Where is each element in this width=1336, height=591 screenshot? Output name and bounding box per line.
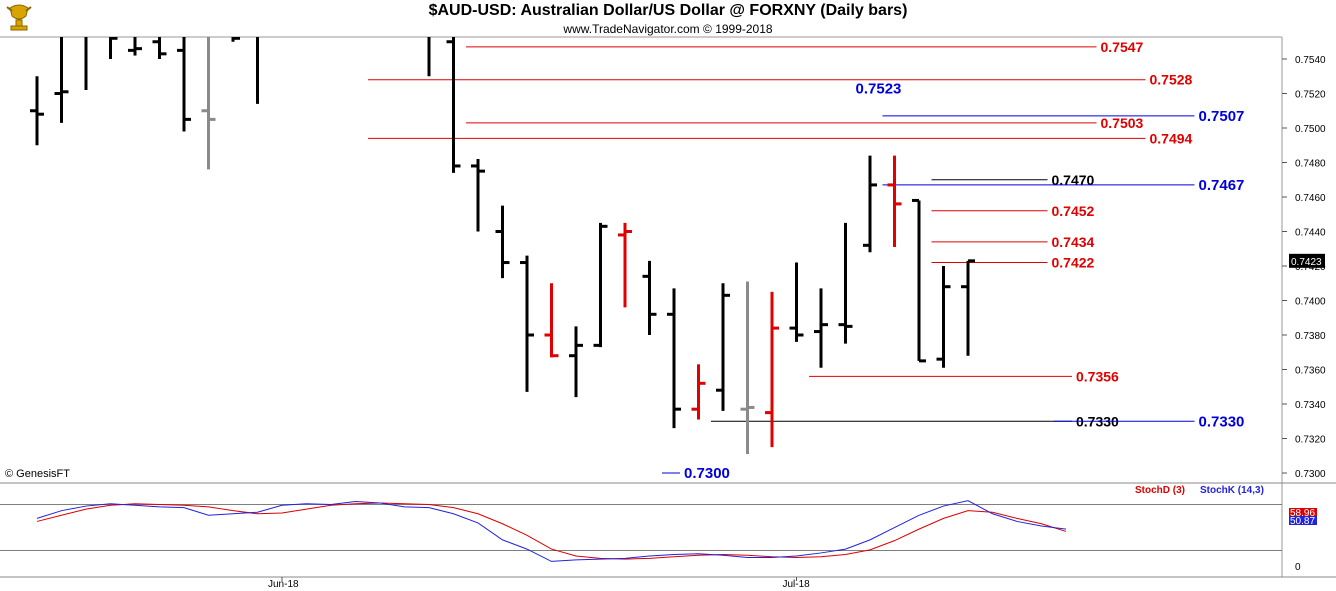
level-label: 0.7507: [1199, 108, 1245, 125]
credit-text: © GenesisFT: [5, 468, 70, 480]
last-price-box: [1289, 253, 1325, 268]
osc-last-value: 50.87: [1290, 516, 1315, 527]
bull-trophy-icon: [4, 2, 34, 32]
ohlc-bar: [863, 155, 877, 253]
level-label: 0.7300: [684, 465, 730, 482]
ohlc-bar: [789, 262, 804, 342]
ohlc-bar: [569, 326, 583, 398]
ohlc-bar: [152, 37, 167, 59]
ohlc-bar: [84, 37, 88, 91]
ohlc-bar: [936, 266, 951, 368]
level-label: 0.7356: [1076, 368, 1119, 384]
level-label: 0.7470: [1052, 172, 1095, 188]
ohlc-bar: [544, 283, 559, 358]
chart-title: $AUD-USD: Australian Dollar/US Dollar @ …: [428, 2, 908, 19]
chart-subtitle: www.TradeNavigator.com © 1999-2018: [563, 22, 773, 36]
ohlc-bar: [740, 281, 755, 455]
price-tick-label: 0.7360: [1295, 366, 1326, 377]
ohlc-bar: [691, 364, 706, 420]
level-label: 0.7467: [1199, 177, 1245, 194]
last-price-label: 0.7423: [1291, 257, 1322, 268]
ohlc-bar: [520, 255, 534, 392]
price-tick-label: 0.7460: [1295, 193, 1326, 204]
ohlc-bar: [887, 155, 902, 248]
price-tick-label: 0.7480: [1295, 159, 1326, 170]
ohlc-bar: [961, 259, 975, 356]
price-tick-label: 0.7320: [1295, 435, 1326, 446]
ohlc-bar: [256, 37, 259, 104]
price-tick-label: 0.7540: [1295, 55, 1326, 66]
ohlc-bar: [177, 37, 191, 132]
ohlc-bar: [231, 37, 240, 42]
ohlc-bar: [275, 0, 289, 25]
ohlc-bar: [838, 222, 853, 344]
ohlc-bar: [398, 0, 412, 25]
level-label: 0.7434: [1052, 234, 1095, 250]
level-label: 0.7503: [1101, 115, 1144, 131]
level-label: 0.7422: [1052, 255, 1095, 271]
osc-legend-entry: StochK (14,3): [1200, 485, 1264, 496]
ohlc-bar: [300, 0, 314, 25]
ohlc-bar: [30, 76, 44, 146]
price-tick-label: 0.7440: [1295, 228, 1326, 239]
ohlc-bar: [373, 0, 387, 25]
price-tick-label: 0.7520: [1295, 90, 1326, 101]
osc-last-value-box: [1289, 516, 1317, 525]
ohlc-bar: [618, 222, 632, 308]
ohlc-bar: [471, 159, 485, 232]
stoch-series-line: [36, 502, 1067, 560]
osc-tick-label: 0: [1295, 562, 1301, 573]
ohlc-bar: [642, 260, 657, 335]
ohlc-bar: [667, 288, 681, 429]
price-tick-label: 0.7380: [1295, 331, 1326, 342]
ohlc-bar: [128, 37, 142, 56]
ohlc-bar: [765, 291, 779, 448]
ohlc-bar: [446, 37, 461, 173]
level-label: 0.7452: [1052, 203, 1095, 219]
ohlc-bar: [593, 222, 608, 348]
price-tick-label: 0.7500: [1295, 124, 1326, 135]
ohlc-bar: [912, 198, 926, 363]
osc-last-value: 58.96: [1290, 508, 1315, 519]
level-label: 0.7523: [856, 80, 902, 97]
osc-legend-entry: StochD (3): [1135, 485, 1185, 496]
ohlc-bar: [54, 37, 69, 123]
ohlc-bar: [814, 288, 828, 368]
ohlc-bar: [427, 37, 431, 77]
price-tick-label: 0.7340: [1295, 400, 1326, 411]
ohlc-bar: [324, 0, 338, 25]
level-label: 0.7547: [1101, 39, 1144, 55]
level-label: 0.7330: [1199, 413, 1245, 430]
ohlc-bar: [716, 283, 730, 411]
ohlc-bar: [349, 0, 363, 25]
ohlc-bar: [495, 205, 510, 279]
stoch-series-line: [36, 500, 1067, 562]
ohlc-bar: [109, 37, 118, 59]
date-tick-label: Jun-18: [268, 579, 299, 590]
level-label: 0.7494: [1150, 130, 1193, 146]
price-tick-label: 0.7300: [1295, 469, 1326, 480]
osc-last-value-box: [1289, 508, 1317, 517]
ohlc-bar: [201, 37, 216, 170]
price-tick-label: 0.7400: [1295, 297, 1326, 308]
date-tick-label: Jul-18: [783, 579, 811, 590]
level-label: 0.7528: [1150, 72, 1193, 88]
